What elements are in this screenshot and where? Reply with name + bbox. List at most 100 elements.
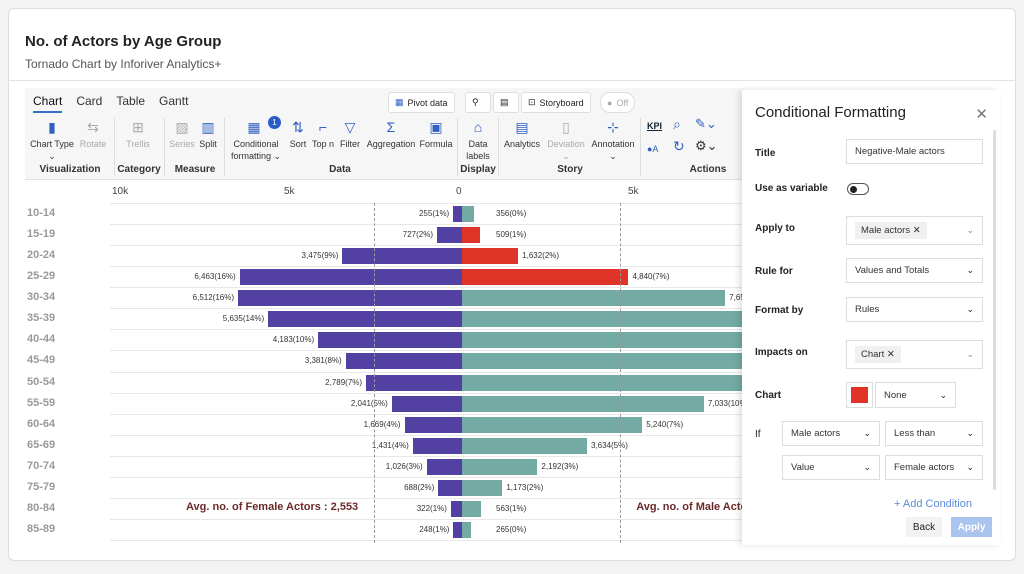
formula-button[interactable]: ▣ Formula — [419, 118, 453, 150]
calculator-icon: ▣ — [429, 119, 443, 135]
male-bar-highlighted[interactable] — [462, 248, 519, 265]
search-icon[interactable]: ⌕ — [673, 116, 681, 132]
compare-type-select[interactable]: Value ⌄ — [782, 455, 880, 480]
remove-icon[interactable]: ✕ — [886, 349, 895, 360]
chart-option-select[interactable]: None ⌄ — [875, 382, 956, 408]
annotation-label: Annotation — [591, 139, 635, 149]
rotate-button[interactable]: ⇆ Rotate — [78, 118, 108, 150]
use-as-variable-toggle[interactable] — [847, 183, 869, 195]
panel-scrollbar[interactable] — [993, 130, 996, 490]
chart-label: Chart — [755, 390, 782, 401]
tab-chart[interactable]: Chart — [33, 94, 63, 113]
refresh-icon[interactable]: ↻ — [673, 138, 685, 154]
data-labels-button[interactable]: ⌂ Data labels — [463, 118, 493, 162]
tab-table[interactable]: Table — [116, 94, 146, 108]
male-bar[interactable] — [462, 522, 472, 539]
data-point-icon[interactable]: ●A — [647, 144, 659, 154]
deviation-button[interactable]: ▯ Deviation ⌄ — [545, 118, 587, 162]
deviation-icon: ▯ — [562, 119, 570, 135]
chart-type-button[interactable]: ▮ Chart Type ⌄ — [30, 118, 74, 162]
female-bar[interactable] — [342, 248, 462, 265]
separator — [498, 118, 499, 176]
female-bar[interactable] — [426, 458, 462, 475]
settings-icon[interactable]: ⚙⌄ — [695, 138, 718, 153]
category-label: 40-44 — [27, 333, 56, 346]
filter-settings-button[interactable]: ⚲ — [465, 92, 491, 113]
group-display: Display — [460, 164, 496, 175]
cf-label-2: formatting — [230, 151, 271, 161]
male-bar[interactable] — [462, 353, 742, 370]
apply-button[interactable]: Apply — [951, 517, 992, 537]
remove-icon[interactable]: ✕ — [912, 225, 921, 236]
row-separator — [110, 329, 742, 350]
close-icon[interactable]: ✕ — [975, 106, 988, 123]
female-bar[interactable] — [239, 269, 462, 286]
edit-table-button[interactable]: ▤ — [493, 92, 519, 113]
conditional-formatting-button[interactable]: ▦ Conditional formatting ⌄ — [229, 118, 283, 162]
off-toggle[interactable]: ● Off — [600, 92, 636, 113]
compare-value-select[interactable]: Female actors ⌄ — [885, 455, 983, 480]
female-bar[interactable] — [453, 522, 462, 539]
male-value-label: 7,033(10% — [707, 398, 742, 408]
male-bar[interactable] — [462, 311, 742, 328]
series-button[interactable]: ▨ Series — [169, 118, 195, 150]
trellis-button[interactable]: ⊞ Trellis — [123, 118, 153, 150]
female-bar[interactable] — [412, 437, 462, 454]
impacts-on-select[interactable]: Chart ✕ ⌄ — [846, 340, 983, 369]
male-bar[interactable] — [462, 479, 503, 496]
female-bar[interactable] — [237, 290, 462, 307]
category-label: 45-49 — [27, 354, 56, 367]
filter-button[interactable]: ▽ Filter — [338, 118, 362, 150]
split-button[interactable]: ▥ Split — [196, 118, 220, 150]
row-separator — [110, 350, 742, 371]
female-bar[interactable] — [318, 332, 462, 349]
add-condition-link[interactable]: + Add Condition — [894, 498, 972, 508]
rule-for-select[interactable]: Values and Totals ⌄ — [846, 258, 983, 283]
male-bar[interactable] — [462, 206, 475, 222]
female-value-label: 3,381(8%) — [304, 356, 342, 366]
if-field-select[interactable]: Male actors ⌄ — [782, 421, 880, 446]
male-bar[interactable] — [462, 458, 538, 475]
male-bar[interactable] — [462, 437, 587, 454]
top-n-button[interactable]: ⌐ Top n — [311, 118, 335, 150]
paint-brush-icon[interactable]: ✎⌄ — [695, 116, 717, 131]
x-tick-label: 5k — [628, 186, 639, 197]
tab-card[interactable]: Card — [76, 94, 103, 108]
female-bar[interactable] — [345, 353, 462, 370]
kpi-button[interactable]: KPI — [647, 121, 663, 131]
annotation-button[interactable]: ⊹ Annotation ⌄ — [590, 118, 636, 162]
female-bar[interactable] — [366, 374, 462, 391]
male-bar-highlighted[interactable] — [462, 269, 629, 286]
male-bar[interactable] — [462, 332, 742, 349]
male-bar[interactable] — [462, 374, 742, 391]
color-picker[interactable] — [846, 382, 873, 408]
storyboard-button[interactable]: ⊡ Storyboard — [521, 92, 591, 113]
format-by-select[interactable]: Rules ⌄ — [846, 297, 983, 322]
apply-to-select[interactable]: Male actors ✕ ⌄ — [846, 216, 983, 245]
back-button[interactable]: Back — [906, 517, 942, 537]
conditional-formatting-panel: Conditional Formatting ✕ Title Negative-… — [742, 90, 1000, 545]
title-input[interactable]: Negative-Male actors — [846, 139, 983, 164]
female-bar[interactable] — [436, 227, 462, 244]
analytics-button[interactable]: ▤ Analytics — [503, 118, 541, 150]
pivot-data-button[interactable]: ▦ Pivot data — [388, 92, 455, 113]
if-operator-select[interactable]: Less than ⌄ — [885, 421, 983, 446]
male-bar[interactable] — [462, 395, 704, 412]
aggregation-button[interactable]: Σ Aggregation — [366, 118, 416, 150]
chart-type-label: Chart Type — [30, 139, 74, 149]
female-bar[interactable] — [453, 206, 462, 222]
female-bar[interactable] — [404, 416, 462, 433]
chart-chip: Chart ✕ — [855, 346, 901, 363]
female-bar[interactable] — [450, 500, 462, 517]
title-value: Negative-Male actors — [855, 146, 945, 157]
tab-gantt[interactable]: Gantt — [159, 94, 189, 108]
male-bar[interactable] — [462, 290, 726, 307]
male-bar[interactable] — [462, 500, 482, 517]
female-bar[interactable] — [438, 479, 462, 496]
female-bar[interactable] — [391, 395, 462, 412]
female-bar[interactable] — [268, 311, 462, 328]
sort-button[interactable]: ⇅ Sort — [287, 118, 309, 150]
male-bar[interactable] — [462, 416, 643, 433]
female-value-label: 322(1%) — [416, 503, 447, 513]
male-bar-highlighted[interactable] — [462, 227, 480, 244]
